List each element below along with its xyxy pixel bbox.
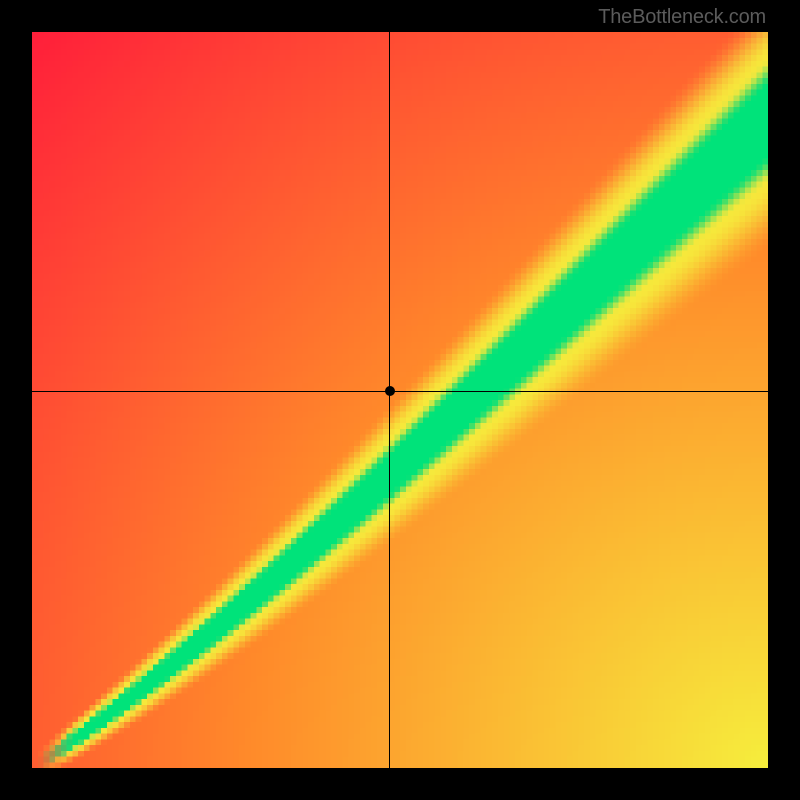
chart-container: TheBottleneck.com <box>0 0 800 800</box>
bottleneck-heatmap <box>32 32 768 768</box>
watermark-text: TheBottleneck.com <box>598 6 766 29</box>
